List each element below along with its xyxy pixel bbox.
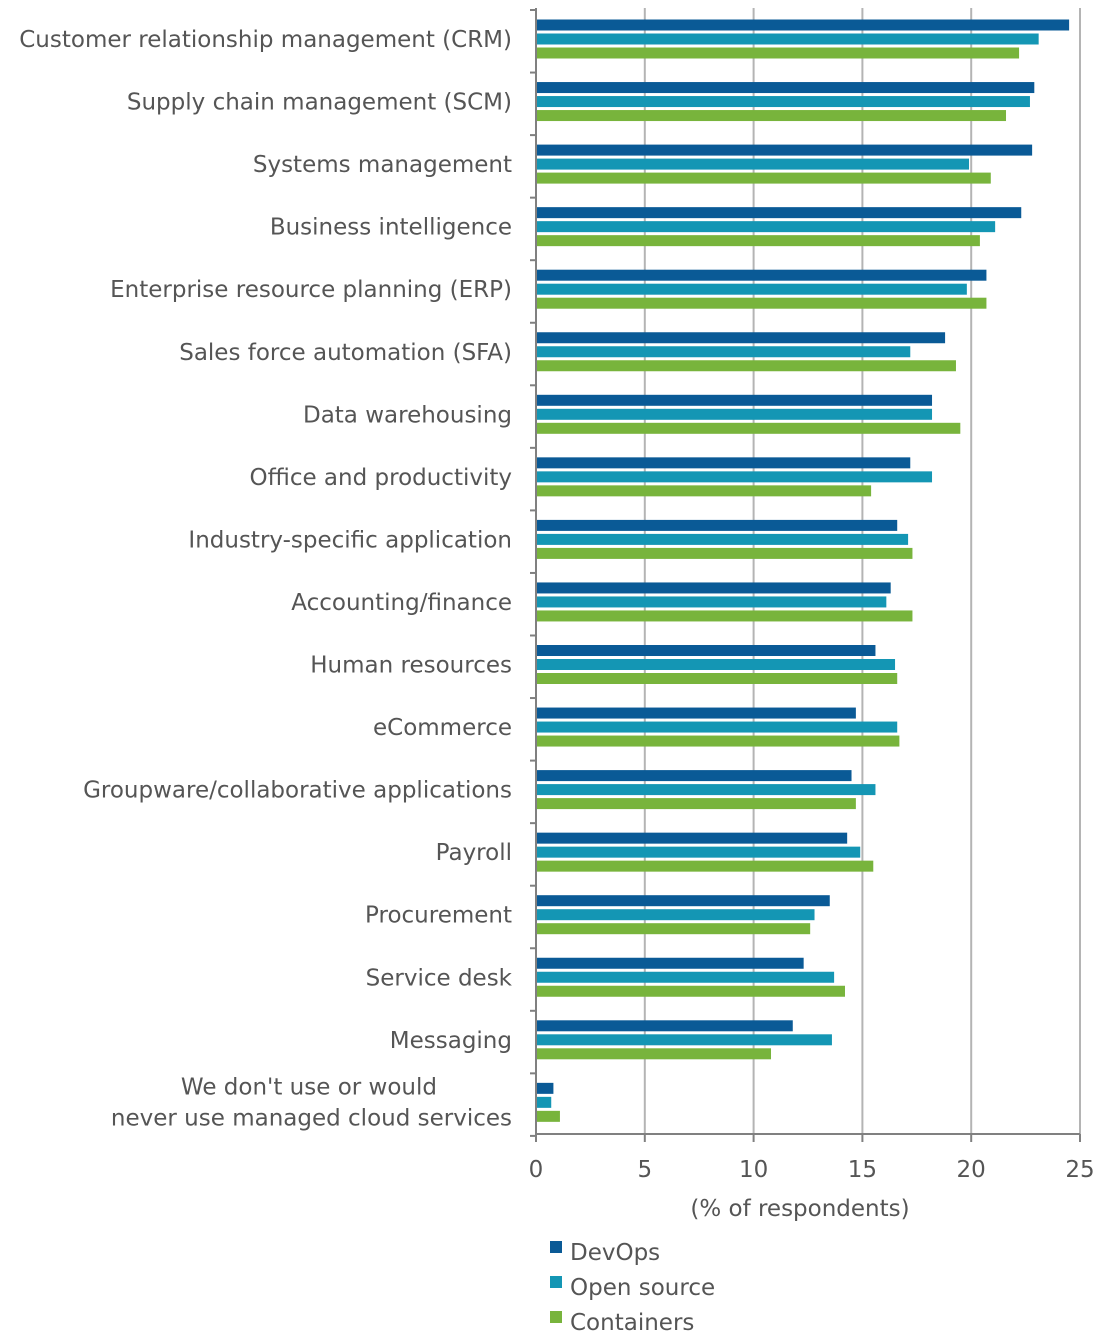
bar-devops — [536, 770, 852, 782]
bar-containers — [536, 798, 856, 810]
bar-containers — [536, 860, 874, 872]
bar-devops — [536, 645, 876, 656]
bar-containers — [536, 47, 1020, 59]
bar-containers — [536, 110, 1007, 122]
bar-open-source — [536, 346, 911, 358]
category-label: Procurement — [365, 903, 512, 929]
bar-open-source — [536, 283, 967, 295]
bars — [536, 19, 1070, 1122]
bar-containers — [536, 172, 991, 184]
bar-devops — [536, 207, 1022, 219]
bar-open-source — [536, 408, 933, 420]
category-label-line: never use managed cloud services — [111, 1105, 512, 1131]
bar-devops — [536, 1082, 554, 1094]
bar-devops — [536, 582, 891, 594]
category-label: Enterprise resource planning (ERP) — [110, 277, 512, 303]
bar-open-source — [536, 846, 861, 858]
bar-containers — [536, 297, 987, 309]
bar-open-source — [536, 221, 996, 233]
category-label: Service desk — [366, 965, 513, 991]
bar-containers — [536, 422, 961, 434]
bar-open-source — [536, 909, 815, 921]
legend-swatch — [550, 1241, 562, 1253]
category-labels: Customer relationship management (CRM) Su… — [19, 27, 512, 1131]
legend-label: Open source — [570, 1275, 715, 1301]
bar-open-source — [536, 96, 1030, 108]
bar-containers — [536, 235, 980, 247]
category-label: Industry-specific application — [188, 527, 512, 553]
bar-devops — [536, 519, 898, 531]
x-tick-label: 15 — [848, 1157, 877, 1183]
x-axis-label: (% of respondents) — [690, 1196, 909, 1222]
x-tick-label: 20 — [957, 1157, 986, 1183]
bar-open-source — [536, 1096, 552, 1108]
bar-open-source — [536, 971, 835, 983]
bar-containers — [536, 923, 811, 935]
bar-containers — [536, 485, 872, 497]
category-label: Accounting/finance — [291, 590, 512, 616]
bar-open-source — [536, 721, 898, 733]
bar-open-source — [536, 33, 1039, 45]
category-label: Systems management — [253, 152, 512, 178]
bar-devops — [536, 269, 987, 281]
legend: DevOps Open source Containers — [550, 1240, 715, 1336]
bar-containers — [536, 360, 956, 372]
category-label: Payroll — [436, 840, 512, 866]
bar-open-source — [536, 784, 876, 796]
x-axis: 0 5 10 15 20 25 — [529, 8, 1095, 1183]
category-label-line: We don't use or would — [181, 1074, 437, 1100]
bar-devops — [536, 832, 848, 844]
bar-devops — [536, 1020, 793, 1032]
bar-devops — [536, 457, 911, 469]
bar-open-source — [536, 596, 887, 608]
category-label: Human resources — [310, 653, 512, 679]
bar-devops — [536, 82, 1035, 94]
category-label: Groupware/collaborative applications — [83, 778, 512, 804]
bar-open-source — [536, 533, 909, 545]
bar-open-source — [536, 471, 933, 483]
category-label: Office and productivity — [249, 465, 512, 491]
bar-devops — [536, 332, 946, 344]
x-tick-label: 10 — [739, 1157, 768, 1183]
category-label: Data warehousing — [303, 402, 512, 428]
x-tick-label: 25 — [1065, 1157, 1094, 1183]
legend-label: Containers — [570, 1310, 694, 1336]
grid-lines — [643, 8, 1081, 1134]
bar-containers — [536, 610, 913, 622]
category-label: We don't use or would never use managed c… — [111, 1074, 512, 1131]
bar-containers — [536, 735, 900, 747]
category-label: Customer relationship management (CRM) — [19, 27, 512, 53]
bar-devops — [536, 957, 804, 969]
bar-devops — [536, 895, 830, 907]
bar-containers — [536, 985, 845, 997]
bar-open-source — [536, 1034, 832, 1046]
x-tick-label: 0 — [529, 1157, 544, 1183]
legend-swatch — [550, 1311, 562, 1323]
category-label: eCommerce — [373, 715, 512, 741]
bar-containers — [536, 1048, 772, 1060]
x-tick-label: 5 — [637, 1157, 652, 1183]
category-label: Supply chain management (SCM) — [127, 90, 512, 116]
legend-swatch — [550, 1276, 562, 1288]
category-label: Sales force automation (SFA) — [179, 340, 512, 366]
category-label: Business intelligence — [270, 215, 512, 241]
bar-containers — [536, 673, 898, 684]
bar-devops — [536, 144, 1033, 156]
bar-open-source — [536, 158, 970, 170]
bar-devops — [536, 707, 856, 719]
bar-containers — [536, 547, 913, 559]
bar-open-source — [536, 659, 896, 670]
bar-devops — [536, 19, 1070, 31]
bar-devops — [536, 394, 933, 406]
legend-label: DevOps — [570, 1240, 660, 1266]
bar-containers — [536, 1110, 560, 1122]
category-label: Messaging — [390, 1028, 512, 1054]
